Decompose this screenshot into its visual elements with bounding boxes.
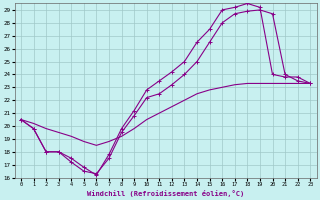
X-axis label: Windchill (Refroidissement éolien,°C): Windchill (Refroidissement éolien,°C) [87, 190, 244, 197]
